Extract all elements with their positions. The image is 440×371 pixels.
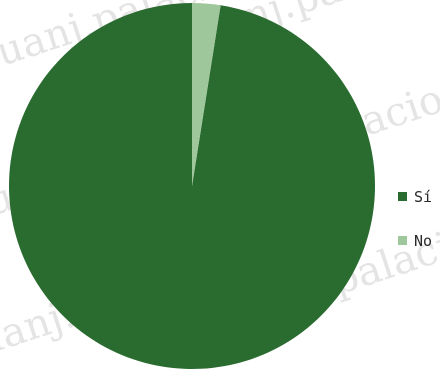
legend-swatch [398,192,407,201]
legend-swatch [398,236,407,245]
legend-label: No [414,232,432,250]
pie-slice-si [9,3,375,370]
pie-slice-no [192,3,221,186]
legend: Sí No [398,188,432,250]
pie-slices [9,3,375,370]
legend-label: Sí [414,188,432,206]
